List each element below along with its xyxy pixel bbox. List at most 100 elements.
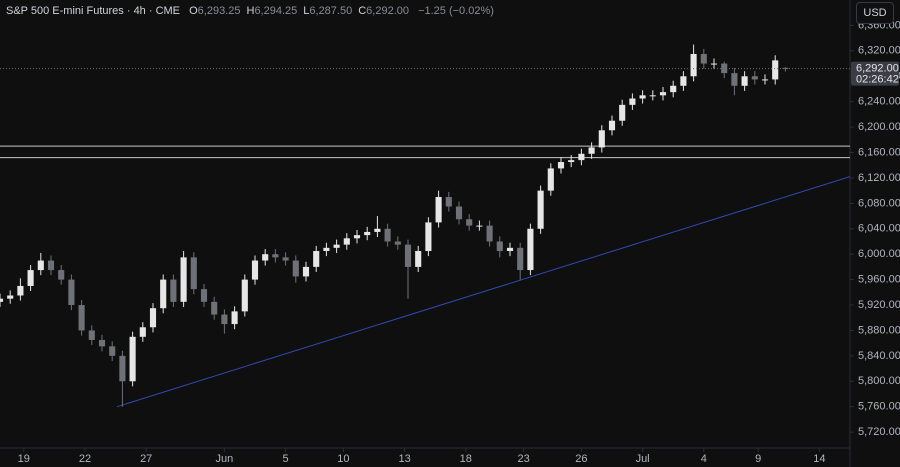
y-tick-label: 6,160.00 (858, 146, 900, 158)
candle-body (639, 95, 646, 99)
x-tick-label: 27 (140, 453, 152, 465)
candle-body (180, 257, 187, 302)
x-tick-label: 22 (79, 453, 91, 465)
y-tick-label: 6,000.00 (858, 248, 900, 260)
candle-body (496, 241, 503, 252)
ohlc-key: O (189, 5, 198, 17)
candle-body (527, 228, 534, 271)
candle-body (404, 244, 412, 267)
candle-body (700, 54, 707, 64)
candle-body (659, 92, 667, 96)
candle-body (466, 219, 473, 226)
price-box (851, 61, 899, 86)
candle-body (384, 228, 391, 242)
candle-body (751, 76, 758, 80)
candle-body (221, 314, 228, 325)
chart-header: S&P 500 E-mini Futures · 4h · CME O6,293… (6, 5, 494, 17)
candle-body (619, 104, 626, 121)
candle-body (190, 257, 197, 290)
ohlc-value: 6,287.50 (309, 5, 353, 17)
candle-body (374, 228, 381, 232)
candle-body (200, 289, 208, 302)
candle-body (27, 270, 34, 286)
candle-body (629, 98, 636, 105)
candle-body (241, 279, 248, 312)
x-tick-label: 23 (517, 453, 529, 465)
candle-body (761, 79, 769, 81)
candle-body (506, 247, 514, 252)
candle-body (537, 190, 544, 229)
candle-body (517, 247, 524, 271)
candle-body (17, 285, 24, 296)
countdown: 02:26:42 (856, 74, 899, 86)
candle-body (170, 279, 177, 302)
candle-body (211, 301, 218, 315)
ohlc-value: 6,294.25 (254, 5, 298, 17)
candle-body (772, 60, 779, 80)
x-tick-label: 19 (18, 453, 30, 465)
candle-body (231, 311, 238, 325)
candle-body (37, 260, 44, 271)
candle-body (353, 235, 361, 239)
trendline (116, 176, 851, 408)
y-tick-label: 5,800.00 (858, 375, 900, 387)
candle-body (119, 355, 126, 382)
candle-body (333, 244, 340, 248)
candle-body (710, 63, 718, 65)
candle-body (394, 241, 401, 245)
candle-body (578, 153, 585, 161)
candle-body (425, 222, 432, 252)
candle-body (0, 298, 4, 302)
candle-body (486, 225, 493, 242)
y-tick-label: 6,240.00 (858, 96, 900, 108)
candle-body (690, 54, 697, 77)
candle-body (557, 162, 565, 169)
chart-title: S&P 500 E-mini Futures · 4h · CME (6, 5, 181, 17)
y-tick-label: 6,040.00 (858, 223, 900, 235)
currency-button[interactable]: USD (856, 2, 894, 24)
candle-body (160, 279, 167, 309)
x-tick-label: 5 (283, 453, 289, 465)
x-tick-label: 13 (398, 453, 410, 465)
candle-body (323, 247, 330, 252)
ohlc-key: H (246, 5, 255, 17)
candle-body (292, 260, 299, 277)
ohlc-value: 6,292.00 (366, 5, 409, 17)
candle-body (98, 339, 106, 347)
candle-body (741, 76, 748, 86)
x-tick-label: 9 (755, 453, 761, 465)
candle-body (251, 260, 259, 280)
candle-body (435, 196, 442, 223)
candle-body (649, 95, 656, 97)
y-tick-label: 6,120.00 (858, 172, 900, 184)
ohlc-values: O6,293.25 H6,294.25 L6,287.50 C6,292.00 (183, 5, 409, 17)
candle-body (343, 238, 350, 245)
candle-body (7, 295, 14, 299)
x-tick-label: Jun (216, 453, 234, 465)
y-tick-label: 5,760.00 (858, 401, 900, 413)
x-tick-label: 10 (337, 453, 349, 465)
candle-body (476, 225, 483, 227)
candle-body (455, 206, 463, 220)
candle-body (149, 308, 157, 328)
candle-body (68, 279, 75, 306)
y-tick-label: 6,320.00 (858, 45, 900, 57)
candle-body (364, 231, 371, 236)
candle-body (588, 147, 595, 154)
candle-body (78, 305, 85, 331)
candle-body (547, 168, 554, 191)
y-tick-label: 5,920.00 (858, 299, 900, 311)
x-tick-label: 26 (575, 453, 587, 465)
y-tick-label: 6,080.00 (858, 197, 900, 209)
candle-body (568, 160, 575, 163)
candle-body (302, 266, 310, 277)
candle-body (129, 336, 136, 382)
ohlc-key: L (303, 5, 310, 17)
candle-body (445, 196, 452, 207)
ohlc-value: 6,293.25 (197, 5, 241, 17)
y-tick-label: 5,960.00 (858, 274, 900, 286)
y-tick-label: 5,880.00 (858, 324, 900, 336)
candle-body (731, 73, 738, 86)
